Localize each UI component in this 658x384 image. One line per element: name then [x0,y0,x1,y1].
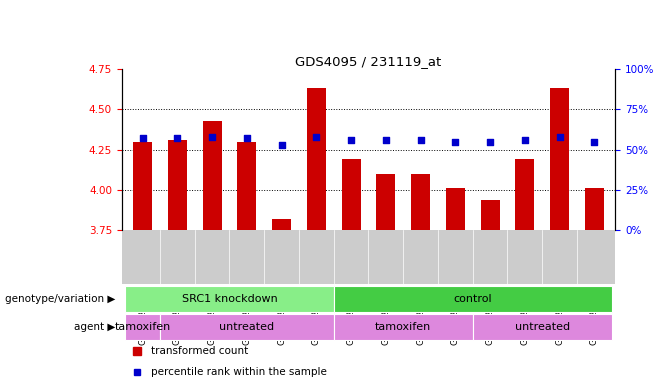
Text: tamoxifen: tamoxifen [114,322,170,333]
Bar [125,314,160,340]
Bar [334,286,612,311]
Point [172,136,183,142]
Text: SRC1 knockdown: SRC1 knockdown [182,293,277,304]
Bar [376,174,395,230]
Bar [168,140,187,230]
Point [554,134,565,140]
Bar [203,121,222,230]
Bar [238,142,257,230]
Text: untreated: untreated [515,322,570,333]
Point [311,134,322,140]
Point [520,137,530,143]
Bar [515,159,534,230]
Bar [160,314,334,340]
Bar [411,174,430,230]
Point [415,137,426,143]
Bar [585,189,604,230]
Bar [472,314,612,340]
Point [485,139,495,145]
Point [450,139,461,145]
Point [276,142,287,148]
Text: percentile rank within the sample: percentile rank within the sample [151,367,327,377]
Bar [342,159,361,230]
Bar [133,142,152,230]
Bar [446,189,465,230]
Bar [307,88,326,230]
Point [138,136,148,142]
Title: GDS4095 / 231119_at: GDS4095 / 231119_at [295,55,442,68]
Bar [272,219,291,230]
Text: transformed count: transformed count [151,346,249,356]
Text: tamoxifen: tamoxifen [375,322,432,333]
Point [207,134,217,140]
Text: agent ▶: agent ▶ [74,322,115,333]
Bar [334,314,472,340]
Text: genotype/variation ▶: genotype/variation ▶ [5,293,115,304]
Bar [550,88,569,230]
Point [380,137,391,143]
Point [346,137,357,143]
Text: untreated: untreated [219,322,274,333]
Point [241,136,252,142]
Bar [480,200,499,230]
Bar [125,286,334,311]
Point [589,139,599,145]
Text: control: control [453,293,492,304]
